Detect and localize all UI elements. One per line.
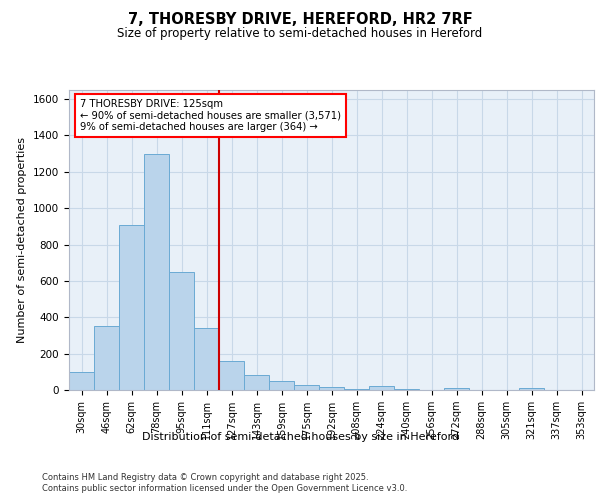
- Text: Size of property relative to semi-detached houses in Hereford: Size of property relative to semi-detach…: [118, 28, 482, 40]
- Bar: [94, 326, 119, 390]
- Text: 7 THORESBY DRIVE: 125sqm
← 90% of semi-detached houses are smaller (3,571)
9% of: 7 THORESBY DRIVE: 125sqm ← 90% of semi-d…: [79, 99, 341, 132]
- Text: Distribution of semi-detached houses by size in Hereford: Distribution of semi-detached houses by …: [142, 432, 458, 442]
- Bar: [219, 361, 244, 390]
- Bar: [169, 272, 194, 390]
- Text: 7, THORESBY DRIVE, HEREFORD, HR2 7RF: 7, THORESBY DRIVE, HEREFORD, HR2 7RF: [128, 12, 472, 28]
- Bar: [319, 388, 344, 390]
- Bar: [269, 381, 294, 390]
- Y-axis label: Number of semi-detached properties: Number of semi-detached properties: [17, 137, 28, 343]
- Bar: [244, 376, 269, 390]
- Bar: [344, 389, 369, 390]
- Bar: [444, 388, 469, 390]
- Bar: [144, 154, 169, 390]
- Bar: [369, 386, 394, 390]
- Text: Contains HM Land Registry data © Crown copyright and database right 2025.: Contains HM Land Registry data © Crown c…: [42, 472, 368, 482]
- Text: Contains public sector information licensed under the Open Government Licence v3: Contains public sector information licen…: [42, 484, 407, 493]
- Bar: [519, 388, 544, 390]
- Bar: [194, 328, 219, 390]
- Bar: [294, 386, 319, 390]
- Bar: [394, 389, 419, 390]
- Bar: [119, 224, 144, 390]
- Bar: [69, 372, 94, 390]
